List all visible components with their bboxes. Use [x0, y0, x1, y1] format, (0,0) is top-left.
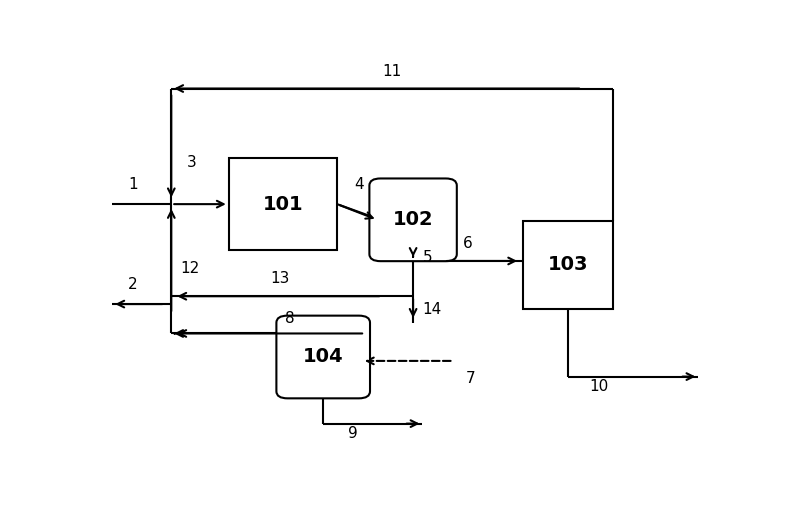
Text: 6: 6 — [463, 236, 473, 251]
Text: 10: 10 — [590, 379, 609, 393]
Text: 9: 9 — [348, 426, 358, 441]
Text: 12: 12 — [181, 261, 200, 276]
Bar — [229, 158, 337, 250]
Text: 4: 4 — [354, 177, 364, 192]
Text: 7: 7 — [466, 371, 475, 386]
Text: 5: 5 — [422, 250, 432, 265]
Text: 11: 11 — [382, 64, 402, 79]
FancyBboxPatch shape — [276, 316, 370, 399]
Text: 102: 102 — [393, 210, 434, 230]
Text: 14: 14 — [422, 302, 442, 317]
Text: 2: 2 — [128, 277, 138, 292]
Text: 13: 13 — [270, 271, 290, 287]
Text: 101: 101 — [262, 194, 303, 214]
Bar — [523, 221, 613, 309]
FancyBboxPatch shape — [370, 179, 457, 261]
Text: 103: 103 — [548, 256, 588, 274]
Text: 104: 104 — [303, 348, 343, 366]
Text: 3: 3 — [187, 155, 197, 169]
Text: 1: 1 — [128, 177, 138, 192]
Text: 8: 8 — [285, 310, 294, 326]
